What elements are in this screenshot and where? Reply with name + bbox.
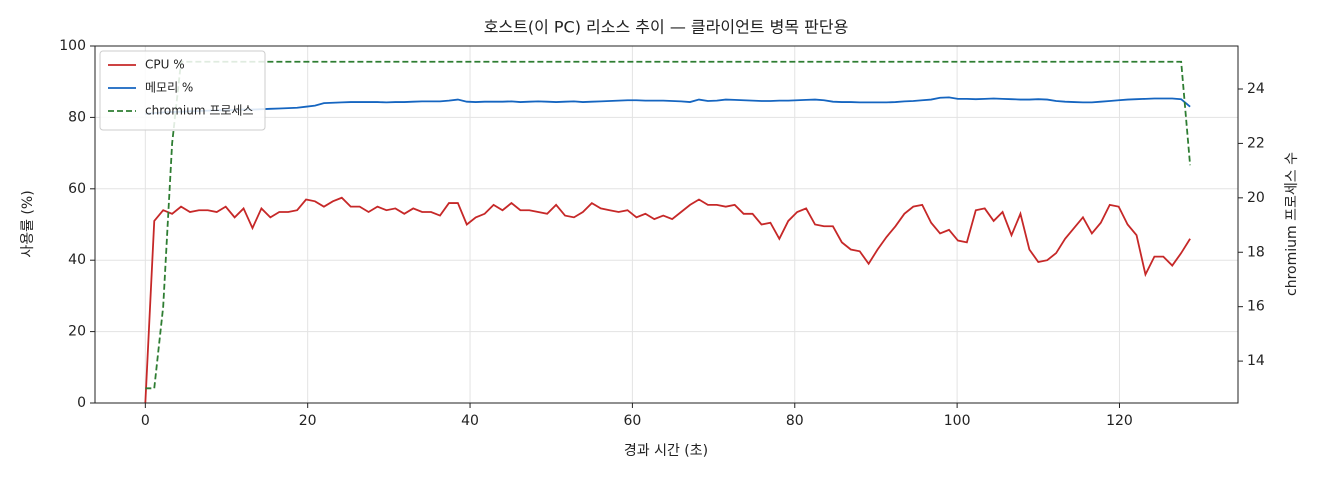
y2-tick-label: 16 bbox=[1247, 299, 1265, 315]
x-tick-label: 0 bbox=[141, 413, 150, 429]
x-tick-label: 40 bbox=[461, 413, 479, 429]
x-tick-label: 20 bbox=[299, 413, 317, 429]
x-tick-label: 80 bbox=[786, 413, 804, 429]
series-line bbox=[144, 196, 1191, 404]
y2-axis-label: chromium 프로세스 수 bbox=[1284, 152, 1300, 296]
x-tick-label: 120 bbox=[1106, 413, 1133, 429]
y-tick-label: 100 bbox=[59, 38, 86, 54]
x-tick-label: 60 bbox=[623, 413, 641, 429]
y-tick-label: 80 bbox=[68, 109, 86, 125]
legend-label: CPU % bbox=[145, 58, 185, 72]
y2-tick-label: 22 bbox=[1247, 135, 1265, 151]
y-tick-label: 60 bbox=[68, 181, 86, 197]
grid bbox=[95, 45, 1238, 404]
x-tick-label: 100 bbox=[944, 413, 971, 429]
series-line bbox=[145, 96, 1191, 115]
y-tick-label: 0 bbox=[77, 395, 86, 411]
x-axis-label: 경과 시간 (초) bbox=[624, 443, 708, 459]
y2-tick-label: 18 bbox=[1247, 244, 1265, 260]
chart-title: 호스트(이 PC) 리소스 추이 — 클라이언트 병목 판단용 bbox=[484, 18, 849, 37]
y-tick-label: 40 bbox=[68, 252, 86, 268]
plot-frame bbox=[94, 45, 1239, 404]
legend-label: 메모리 % bbox=[145, 81, 193, 95]
legend-label: chromium 프로세스 bbox=[145, 104, 254, 118]
y2-tick-label: 14 bbox=[1247, 353, 1265, 369]
series-line bbox=[145, 60, 1191, 390]
y-axis-label: 사용률 (%) bbox=[20, 190, 36, 257]
y2-tick-label: 24 bbox=[1247, 81, 1265, 97]
y-tick-label: 20 bbox=[68, 324, 86, 340]
legend-box bbox=[99, 50, 266, 131]
y2-tick-label: 20 bbox=[1247, 190, 1265, 206]
